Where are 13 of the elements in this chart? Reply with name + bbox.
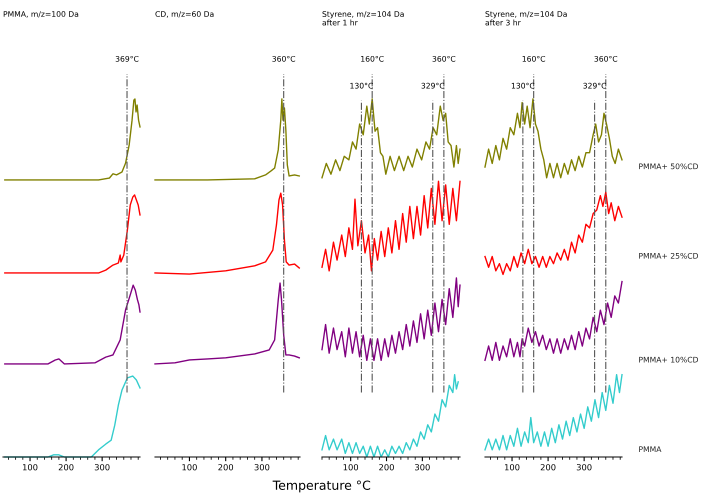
x-tick-label: 200: [540, 464, 556, 470]
x-tick-label: 300: [254, 464, 270, 470]
x-tick-label: 100: [182, 464, 197, 470]
x-tick-label: 300: [415, 464, 430, 470]
x-tick-label: 100: [23, 464, 38, 470]
x-tick-label: 200: [379, 464, 394, 470]
x-tick-label: 300: [94, 464, 110, 470]
x-tick-label: 100: [505, 464, 520, 470]
x-axis-title: Temperature °C: [272, 480, 370, 492]
x-tick-label: 200: [58, 464, 74, 470]
x-tick-label: 100: [344, 464, 358, 470]
x-tick-label: 200: [218, 464, 234, 470]
x-tick-label: 300: [576, 464, 592, 470]
